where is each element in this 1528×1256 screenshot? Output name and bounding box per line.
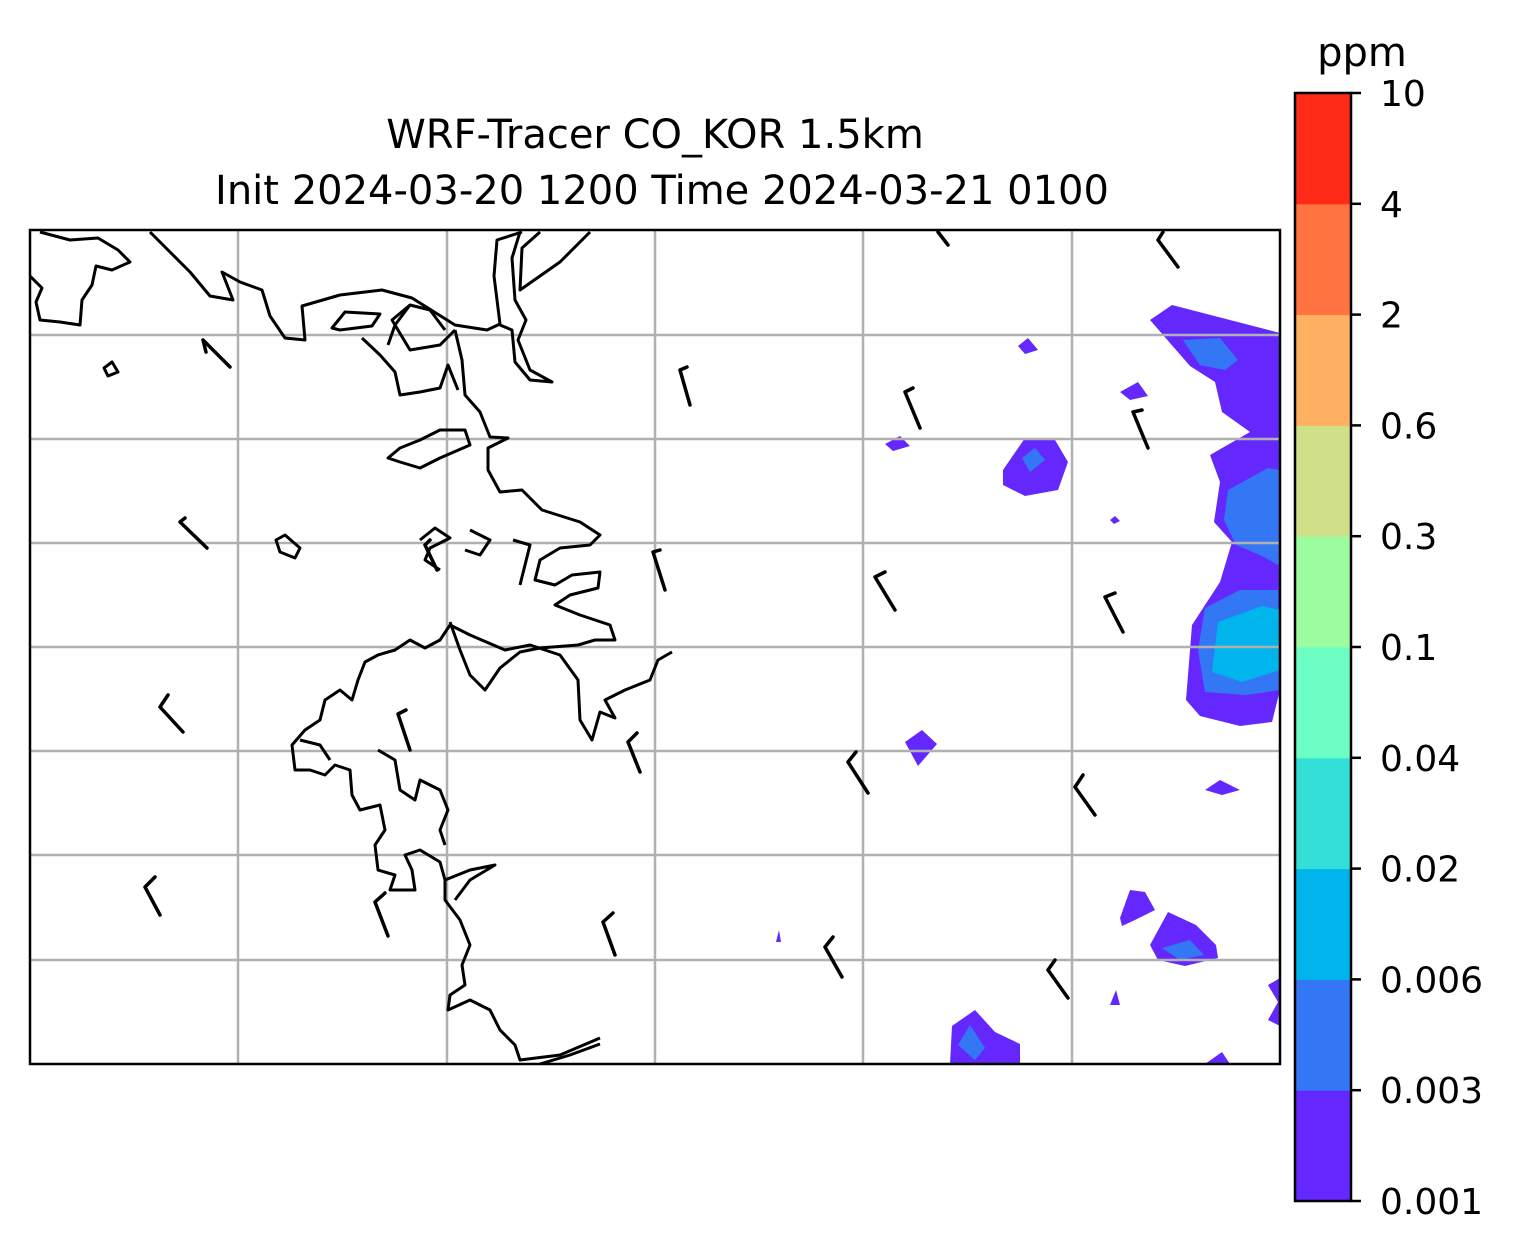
- colorbar: 0.001 0.003 0.006 0.02 0.04 0.1 0.3 0.6 2 4 10: [1293, 74, 1483, 1223]
- wind-barb: [651, 548, 667, 592]
- coastline: [360, 336, 460, 397]
- wind-barb: [1156, 230, 1180, 269]
- colorbar-segment: [1295, 203, 1351, 316]
- contour-region: [958, 1025, 985, 1060]
- title-line-2: Init 2024-03-20 1200 Time 2024-03-21 010…: [215, 168, 1109, 214]
- wind-barb: [626, 731, 642, 774]
- coastline: [390, 303, 457, 352]
- wind-barb: [1103, 591, 1125, 634]
- colorbar-tick-label: 2: [1380, 296, 1403, 337]
- coastline: [377, 748, 450, 846]
- coastline: [102, 360, 120, 378]
- contour-region: [1110, 516, 1120, 524]
- coastline: [419, 526, 452, 572]
- coastline: [30, 230, 132, 327]
- colorbar-unit: ppm: [1317, 30, 1407, 76]
- coastline: [330, 310, 382, 332]
- colorbar-tick-label: 4: [1380, 185, 1403, 226]
- gridlines: [30, 230, 1280, 1064]
- coastline: [444, 863, 497, 901]
- contour-region: [1110, 990, 1120, 1005]
- colorbar-tick-label: 0.3: [1380, 517, 1437, 558]
- wind-barb: [423, 538, 439, 572]
- colorbar-segment: [1295, 314, 1351, 426]
- colorbar-segment: [1295, 868, 1351, 980]
- contour-region: [1120, 382, 1148, 400]
- wind-barb: [178, 516, 209, 550]
- contour-region: [776, 930, 781, 942]
- colorbar-segment: [1295, 979, 1351, 1091]
- contour-region: [1162, 940, 1204, 960]
- colorbar-tick-label: 0.001: [1380, 1182, 1483, 1223]
- coastline: [290, 624, 601, 1062]
- colorbar-tick-label: 10: [1380, 74, 1426, 115]
- coastlines: [30, 230, 673, 1064]
- coastline: [539, 1042, 601, 1064]
- contour-region: [1212, 606, 1280, 682]
- map-panel: [30, 230, 1280, 1064]
- colorbar-segment: [1295, 93, 1351, 205]
- wind-barb: [601, 911, 617, 957]
- co-contours: [776, 305, 1280, 1064]
- contour-region: [905, 730, 937, 766]
- contour-region: [1183, 338, 1238, 370]
- colorbar-segment: [1295, 425, 1351, 537]
- coastline: [518, 230, 592, 292]
- wind-barb: [873, 570, 897, 612]
- coastline: [299, 738, 332, 761]
- coastline: [464, 528, 492, 557]
- contour-region: [1224, 468, 1280, 566]
- colorbar-segment: [1295, 647, 1351, 759]
- wind-barb: [201, 338, 232, 369]
- colorbar-tick-label: 0.006: [1380, 960, 1483, 1001]
- colorbar-tick-label: 0.003: [1380, 1071, 1483, 1112]
- wind-barb: [1131, 408, 1150, 450]
- colorbar-tick-label: 0.02: [1380, 850, 1460, 891]
- colorbar-segment: [1295, 757, 1351, 870]
- contour-region: [1268, 978, 1280, 1026]
- contour-region: [1205, 1052, 1230, 1064]
- coastline: [499, 231, 554, 384]
- colorbar-segment: [1295, 536, 1351, 648]
- colorbar-tick-label: 0.04: [1380, 739, 1460, 780]
- wind-barb: [936, 230, 950, 247]
- contour-region: [1120, 890, 1155, 926]
- wind-barb: [396, 708, 412, 752]
- coastline: [448, 329, 617, 692]
- map-frame: [28, 228, 1282, 1066]
- contour-region: [1205, 780, 1240, 795]
- title-line-1: WRF-Tracer CO_KOR 1.5km: [386, 112, 924, 158]
- wind-barb: [373, 891, 390, 938]
- contour-region: [1018, 338, 1038, 354]
- wind-barb: [678, 365, 692, 407]
- wind-barb: [143, 875, 162, 917]
- coastline: [512, 538, 532, 586]
- coastline: [274, 533, 302, 560]
- colorbar-segment: [1295, 1090, 1351, 1202]
- wind-barb: [1073, 773, 1097, 817]
- coastline: [148, 230, 523, 342]
- wind-barb: [158, 693, 185, 734]
- wind-barb: [903, 386, 922, 430]
- wind-barbs: [143, 230, 1180, 1000]
- wind-barb: [846, 750, 870, 795]
- contour-region: [1022, 448, 1045, 472]
- colorbar-tick-label: 0.1: [1380, 628, 1437, 669]
- coastline: [386, 304, 412, 346]
- coastline: [449, 623, 673, 742]
- coastline: [386, 428, 472, 470]
- colorbar-tick-label: 0.6: [1380, 406, 1437, 447]
- wind-barb: [823, 935, 844, 979]
- wind-barb: [1046, 958, 1070, 1000]
